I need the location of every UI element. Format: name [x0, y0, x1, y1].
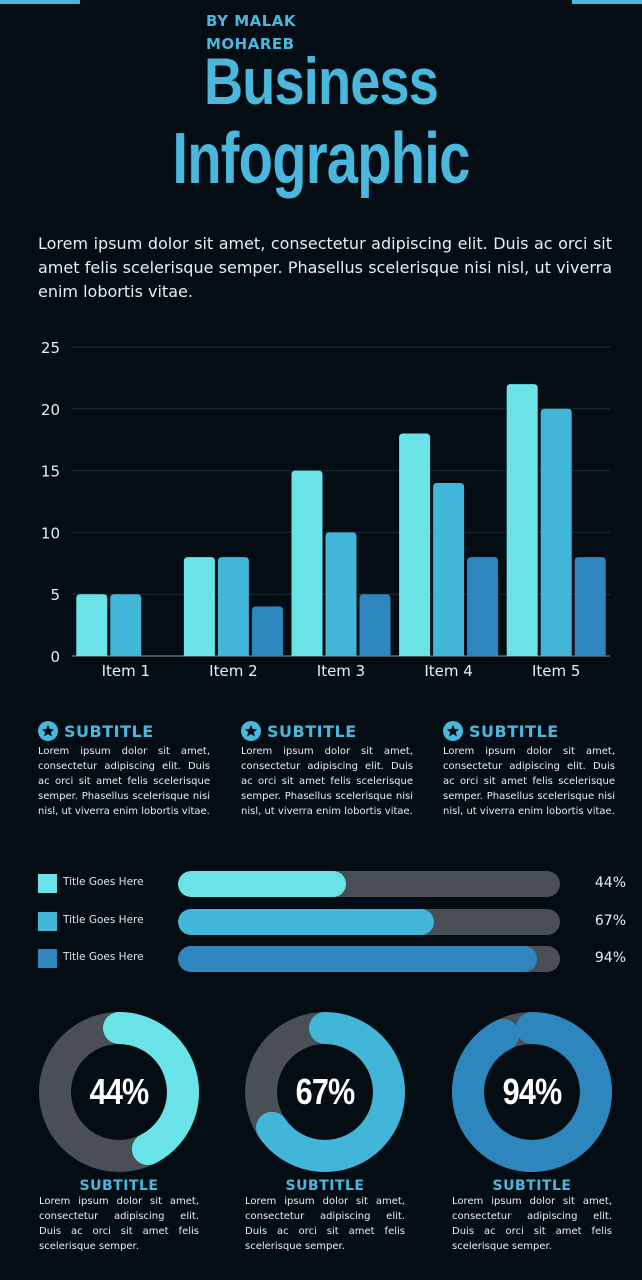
- chart-bar: [110, 594, 142, 656]
- progress-fill: [178, 909, 434, 935]
- x-tick-label: Item 5: [532, 662, 580, 680]
- star-icon: [241, 721, 261, 741]
- chart-bar: [76, 594, 108, 656]
- progress-value: 94%: [594, 950, 626, 966]
- donut-percent: 94%: [502, 1071, 563, 1112]
- y-tick-label: 0: [50, 648, 60, 666]
- x-tick-label: Item 1: [102, 662, 150, 680]
- intro-paragraph: Lorem ipsum dolor sit amet, consectetur …: [38, 234, 612, 301]
- progress-track: [178, 946, 560, 972]
- donut-text: Lorem ipsum dolor sit amet, consectetur …: [245, 1196, 405, 1252]
- chart-bar: [574, 557, 606, 656]
- chart-bar: [291, 470, 323, 656]
- subtitle-text: Lorem ipsum dolor sit amet, consectetur …: [38, 746, 210, 817]
- y-tick-label: 15: [41, 463, 60, 481]
- donut-chart: [245, 1012, 405, 1172]
- chart-bar: [183, 557, 215, 656]
- donut-text: Lorem ipsum dolor sit amet, consectetur …: [39, 1196, 199, 1252]
- progress-swatch: [38, 874, 57, 893]
- subtitle-block-1: SUBTITLE Lorem ipsum dolor sit amet, con…: [38, 720, 210, 819]
- donut-subtitle: SUBTITLE: [492, 1178, 572, 1194]
- donut-chart: [39, 1012, 199, 1172]
- chart-bar: [540, 408, 572, 656]
- donut-percent: 67%: [295, 1071, 356, 1112]
- progress-label: Title Goes Here: [63, 951, 144, 963]
- progress-fill: [178, 946, 538, 972]
- donut-block-3: 94% SUBTITLE Lorem ipsum dolor sit amet,…: [448, 1008, 616, 1254]
- y-tick-label: 10: [41, 524, 60, 542]
- donut-arc: [39, 1012, 199, 1172]
- progress-track: [178, 871, 560, 897]
- y-tick-label: 5: [50, 586, 60, 604]
- chart-bar: [399, 433, 431, 656]
- x-tick-label: Item 2: [209, 662, 257, 680]
- chart-bar: [251, 606, 283, 656]
- page-title-line2: Infographic: [172, 119, 470, 199]
- progress-value: 67%: [594, 913, 626, 929]
- subtitle-block-2: SUBTITLE Lorem ipsum dolor sit amet, con…: [241, 720, 413, 819]
- progress-swatch: [38, 912, 57, 931]
- donut-percent: 44%: [89, 1071, 150, 1112]
- star-icon: [443, 721, 463, 741]
- x-tick-label: Item 3: [317, 662, 365, 680]
- corner-accent-left: [0, 0, 80, 4]
- subtitle-heading: SUBTITLE: [469, 721, 559, 741]
- donut-arc: [452, 1012, 612, 1172]
- chart-bar: [325, 532, 357, 656]
- donut-subtitle: SUBTITLE: [285, 1178, 365, 1194]
- progress-swatch: [38, 949, 57, 968]
- subtitle-text: Lorem ipsum dolor sit amet, consectetur …: [241, 746, 413, 817]
- corner-accent-right: [572, 0, 642, 4]
- donut-block-2: 67% SUBTITLE Lorem ipsum dolor sit amet,…: [241, 1008, 409, 1254]
- progress-label: Title Goes Here: [63, 876, 144, 888]
- star-icon: [38, 721, 58, 741]
- bar-chart: 0 5 10 15 20 25 Item 1 Item 2 Item 3 Item 4 Item 5: [41, 339, 610, 680]
- progress-row-2: Title Goes Here 67%: [38, 909, 628, 935]
- donut-block-1: 44% SUBTITLE Lorem ipsum dolor sit amet,…: [35, 1008, 203, 1254]
- progress-row-1: Title Goes Here 44%: [38, 871, 628, 897]
- chart-bar: [467, 557, 499, 656]
- chart-bar: [217, 557, 249, 656]
- y-tick-label: 25: [41, 339, 60, 357]
- subtitle-text: Lorem ipsum dolor sit amet, consectetur …: [443, 746, 615, 817]
- progress-fill: [178, 871, 347, 897]
- y-tick-label: 20: [41, 401, 60, 419]
- progress-value: 44%: [594, 875, 626, 891]
- progress-row-3: Title Goes Here 94%: [38, 946, 628, 972]
- chart-bar: [359, 594, 391, 656]
- progress-label: Title Goes Here: [63, 914, 144, 926]
- chart-bar: [506, 384, 538, 656]
- progress-track: [178, 909, 560, 935]
- page-title-line1: Business: [203, 44, 439, 118]
- donut-arc: [245, 1012, 405, 1172]
- x-tick-label: Item 4: [424, 662, 472, 680]
- subtitle-heading: SUBTITLE: [64, 721, 154, 741]
- donut-chart: [452, 1012, 612, 1172]
- donut-text: Lorem ipsum dolor sit amet, consectetur …: [452, 1196, 612, 1252]
- author-credit: BY MALAK MOHAREB: [206, 12, 297, 53]
- subtitle-block-3: SUBTITLE Lorem ipsum dolor sit amet, con…: [443, 720, 615, 819]
- donut-subtitle: SUBTITLE: [79, 1178, 159, 1194]
- subtitle-heading: SUBTITLE: [267, 721, 357, 741]
- chart-bar: [433, 482, 465, 656]
